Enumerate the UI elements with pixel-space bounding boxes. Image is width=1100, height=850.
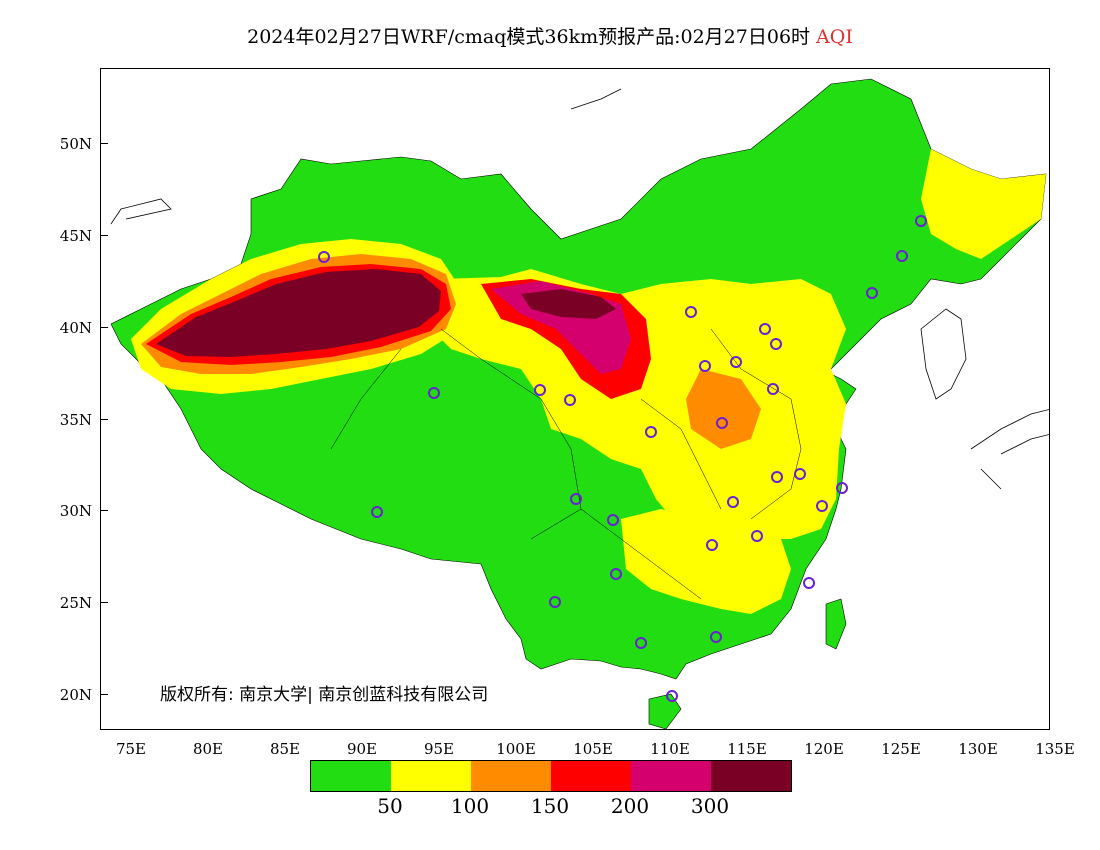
city-marker (318, 251, 330, 263)
city-marker (727, 496, 739, 508)
city-marker (816, 500, 828, 512)
colorbar-segment (471, 761, 551, 791)
x-tick-label: 125E (881, 740, 921, 758)
colorbar-segment (391, 761, 471, 791)
y-tick (100, 143, 108, 144)
y-tick-label: 20N (59, 686, 92, 704)
city-marker (635, 637, 647, 649)
map-plot-area (100, 68, 1050, 730)
city-marker (759, 323, 771, 335)
city-marker (767, 383, 779, 395)
title-text: 2024年02月27日WRF/cmaq模式36km预报产品:02月27日06时 (247, 26, 811, 48)
city-marker (771, 471, 783, 483)
colorbar-segment (631, 761, 711, 791)
zone-yellow-south (621, 509, 791, 614)
city-marker (607, 514, 619, 526)
colorbar-segment (711, 761, 791, 791)
x-tick-label: 115E (727, 740, 767, 758)
y-tick-label: 40N (59, 319, 92, 337)
province-borders (330, 328, 802, 600)
city-marker (428, 387, 440, 399)
neighbor-outline-russia (110, 88, 622, 225)
city-marker (706, 539, 718, 551)
x-tick-label: 135E (1035, 740, 1075, 758)
city-marker (866, 287, 878, 299)
taiwan-island (825, 598, 847, 650)
colorbar-label: 50 (377, 794, 403, 818)
x-tick-label: 120E (804, 740, 844, 758)
x-tick-label: 95E (423, 740, 455, 758)
city-marker (794, 468, 806, 480)
city-marker (751, 530, 763, 542)
city-marker (896, 250, 908, 262)
zone-orange-central (686, 369, 761, 449)
city-marker (803, 577, 815, 589)
y-tick-label: 50N (59, 135, 92, 153)
y-tick (100, 235, 108, 236)
y-tick-label: 35N (59, 411, 92, 429)
y-tick (100, 510, 108, 511)
city-marker (836, 482, 848, 494)
colorbar-label: 150 (530, 794, 570, 818)
title-variable: AQI (816, 26, 853, 48)
neighbor-outline-japan (970, 409, 1049, 490)
city-marker (534, 384, 546, 396)
city-markers (318, 215, 927, 702)
city-marker (564, 394, 576, 406)
colorbar-label: 300 (690, 794, 730, 818)
colorbar-label: 100 (450, 794, 490, 818)
y-tick-label: 25N (59, 594, 92, 612)
colorbar-label: 200 (610, 794, 650, 818)
zone-maroon-tarim (156, 269, 441, 357)
x-tick-label: 100E (496, 740, 536, 758)
x-tick-label: 110E (650, 740, 690, 758)
city-marker (549, 596, 561, 608)
city-marker (770, 338, 782, 350)
colorbar-segment (551, 761, 631, 791)
zone-yellow-north (431, 269, 846, 539)
city-marker (371, 506, 383, 518)
city-marker (716, 417, 728, 429)
copyright-text: 版权所有: 南京大学| 南京创蓝科技有限公司 (160, 685, 489, 705)
city-marker (699, 360, 711, 372)
y-tick (100, 419, 108, 420)
x-tick-label: 130E (958, 740, 998, 758)
city-marker (730, 356, 742, 368)
x-tick-label: 85E (269, 740, 301, 758)
x-tick-label: 80E (192, 740, 224, 758)
city-marker (666, 690, 678, 702)
city-marker (915, 215, 927, 227)
x-tick-label: 90E (346, 740, 378, 758)
aqi-map (110, 78, 1049, 729)
zone-yellow-northeast (921, 149, 1046, 259)
y-tick-label: 30N (59, 502, 92, 520)
y-tick (100, 694, 108, 695)
map-title: 2024年02月27日WRF/cmaq模式36km预报产品:02月27日06时 A… (0, 22, 1100, 49)
y-tick-label: 45N (59, 227, 92, 245)
city-marker (570, 493, 582, 505)
x-tick-label: 105E (573, 740, 613, 758)
x-tick-label: 75E (115, 740, 147, 758)
city-marker (610, 568, 622, 580)
zone-maroon-alxa (521, 289, 616, 319)
colorbar-segment (311, 761, 391, 791)
aqi-colorbar (310, 760, 792, 792)
neighbor-outline-korea (920, 308, 967, 400)
city-marker (685, 306, 697, 318)
city-marker (710, 631, 722, 643)
y-tick (100, 327, 108, 328)
city-marker (645, 426, 657, 438)
y-tick (100, 602, 108, 603)
